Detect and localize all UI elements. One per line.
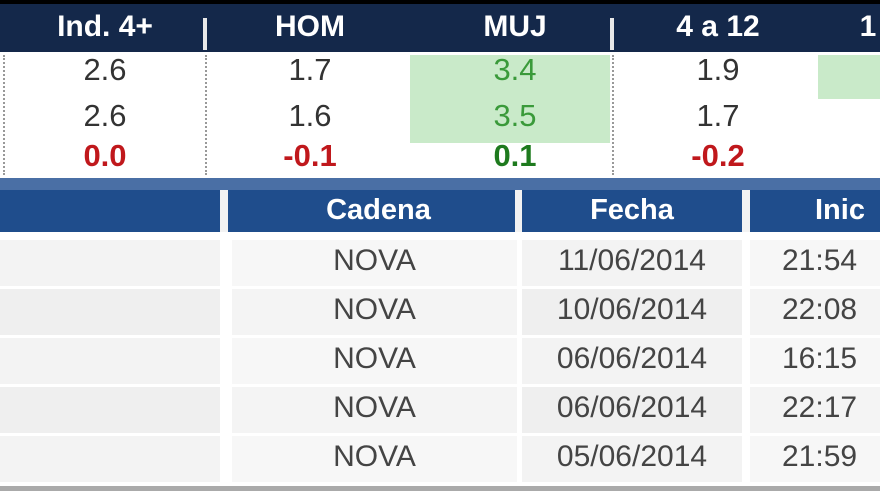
inicio-cell: 21:54: [750, 240, 880, 286]
cell-text: 11/06/2014: [558, 244, 706, 277]
cell-text: NOVA: [333, 391, 416, 424]
cell-text: 06/06/2014: [556, 342, 708, 375]
row-cell-blank: [0, 240, 220, 286]
cell-text: 21:54: [782, 244, 858, 277]
header-inicio: Inic: [750, 190, 880, 232]
cell-text: 10/06/2014: [556, 293, 708, 326]
header-4a12: 4 a 12: [676, 10, 760, 43]
inicio-cell: 21:59: [750, 436, 880, 482]
fecha-cell: 05/06/2014: [522, 436, 742, 482]
cell: 3.5: [493, 98, 537, 133]
cell: 2.6: [83, 98, 127, 133]
cell-text: NOVA: [333, 440, 416, 473]
bottom-border: [0, 486, 880, 491]
diff-cell: -0.2: [691, 138, 745, 173]
diff-cell: 0.1: [493, 138, 537, 173]
cell: 1.6: [288, 98, 332, 133]
row-cell-blank: [0, 338, 220, 384]
header-partial: 1: [859, 10, 877, 43]
fecha-cell: 06/06/2014: [522, 338, 742, 384]
table-row[interactable]: NOVA 11/06/2014 21:54: [0, 240, 880, 286]
section-band: [0, 178, 880, 190]
diff-cell: -0.1: [283, 138, 337, 173]
header-ind4: Ind. 4+: [57, 10, 153, 43]
cell: 3.4: [493, 52, 537, 87]
cell-text: 06/06/2014: [556, 391, 708, 424]
cell: 1.7: [696, 98, 740, 133]
cell: 1.9: [696, 52, 740, 87]
row-cell-blank: [0, 289, 220, 335]
column-divider: [3, 55, 5, 175]
inicio-cell: 22:17: [750, 387, 880, 433]
fecha-cell: 10/06/2014: [522, 289, 742, 335]
table-row[interactable]: NOVA 05/06/2014 21:59: [0, 436, 880, 482]
header-hom: HOM: [275, 10, 345, 43]
cadena-cell: NOVA: [232, 436, 517, 482]
diff-cell: 0.0: [83, 138, 127, 173]
cadena-cell: NOVA: [232, 289, 517, 335]
cadena-cell: NOVA: [232, 387, 517, 433]
top-table-header: Ind. 4+ HOM MUJ 4 a 12 1: [0, 0, 880, 52]
column-divider: [205, 55, 207, 175]
cadena-cell: NOVA: [232, 338, 517, 384]
fecha-cell: 11/06/2014: [522, 240, 742, 286]
highlight-cell: [410, 55, 610, 143]
row-cell-blank: [0, 387, 220, 433]
header-blank: [0, 190, 220, 232]
fecha-cell: 06/06/2014: [522, 387, 742, 433]
header-muj: MUJ: [483, 10, 547, 43]
cell-text: NOVA: [333, 244, 416, 277]
bottom-table-header: Cadena Fecha Inic: [0, 190, 880, 232]
header-separator: [203, 18, 207, 50]
cell-text: 05/06/2014: [556, 440, 708, 473]
table-row[interactable]: NOVA 06/06/2014 22:17: [0, 387, 880, 433]
table-row[interactable]: NOVA 06/06/2014 16:15: [0, 338, 880, 384]
cell: 2.6: [83, 52, 127, 87]
cell-text: NOVA: [333, 293, 416, 326]
cell-text: 22:17: [782, 391, 858, 424]
header-separator: [610, 18, 614, 50]
table-row[interactable]: NOVA 10/06/2014 22:08: [0, 289, 880, 335]
highlight-cell: [818, 55, 880, 99]
column-divider: [612, 55, 614, 175]
cadena-cell: NOVA: [232, 240, 517, 286]
header-cadena: Cadena: [228, 190, 515, 232]
inicio-cell: 16:15: [750, 338, 880, 384]
cell: 1.7: [288, 52, 332, 87]
inicio-cell: 22:08: [750, 289, 880, 335]
cell-text: 21:59: [782, 440, 858, 473]
cell-text: NOVA: [333, 342, 416, 375]
cell-text: 22:08: [782, 293, 858, 326]
cell-text: 16:15: [782, 342, 858, 375]
row-cell-blank: [0, 436, 220, 482]
header-fecha: Fecha: [522, 190, 742, 232]
